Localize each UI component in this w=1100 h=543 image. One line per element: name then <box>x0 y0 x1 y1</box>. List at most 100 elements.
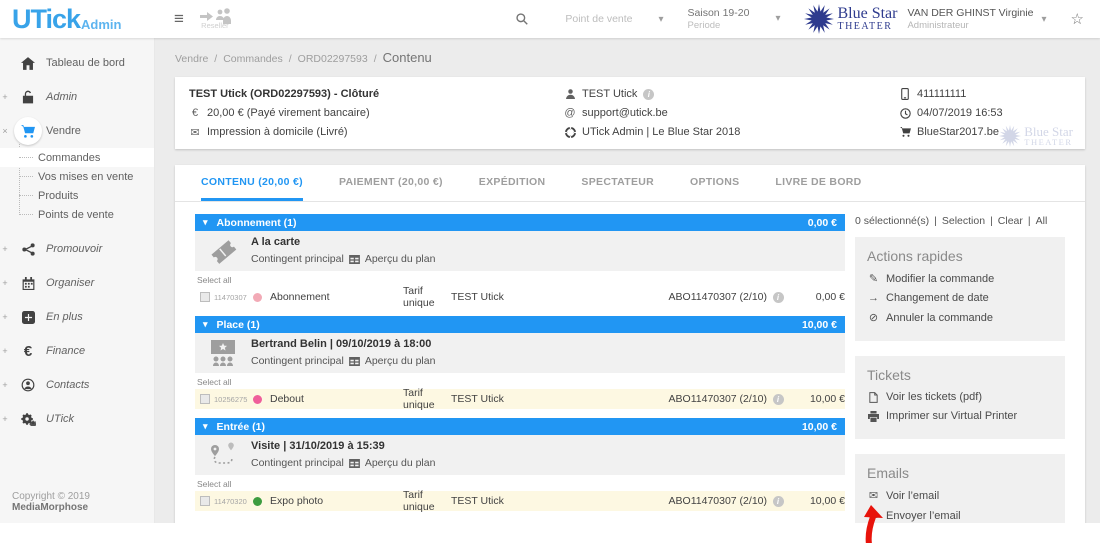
lock-icon <box>10 90 46 104</box>
point-of-sale-dropdown[interactable]: Point de vente ▾ <box>565 13 663 25</box>
panel-title: Actions rapides <box>867 248 963 264</box>
sidebar-item-commandes[interactable]: Commandes <box>0 148 154 167</box>
plus-square-icon <box>10 310 46 324</box>
ticket-name: Abonnement <box>270 291 330 303</box>
breadcrumb-commandes[interactable]: Commandes <box>223 53 283 65</box>
info-icon[interactable]: i <box>772 393 784 405</box>
plan-preview-link[interactable]: Aperçu du plan <box>364 253 436 265</box>
plan-preview-link[interactable]: Aperçu du plan <box>364 457 436 469</box>
clear-link[interactable]: Clear <box>997 215 1023 227</box>
breadcrumb-vendre[interactable]: Vendre <box>175 53 209 65</box>
route-map-icon <box>195 440 251 469</box>
panel-tickets: Tickets Voir les tickets (pdf) <box>855 356 1065 439</box>
expander-close[interactable]: × <box>2 126 8 136</box>
seatmap-grid-icon <box>348 356 360 366</box>
starburst-icon <box>999 125 1022 147</box>
virtual-printer-link[interactable]: Imprimer sur Virtual Printer <box>867 410 1053 422</box>
tab-livre-de-bord[interactable]: LIVRE DE BORD <box>775 175 862 188</box>
point-of-sale-label: Point de vente <box>565 13 633 25</box>
sidebar-item-promouvoir[interactable]: + Promouvoir <box>2 242 103 256</box>
selection-bar: 0 sélectionné(s) | Selection | Clear | A… <box>855 215 1048 227</box>
sidebar-item-utick[interactable]: + UTick <box>0 402 154 436</box>
select-all-label[interactable]: Select all <box>197 377 232 387</box>
order-datetime: 04/07/2019 16:53 <box>899 105 1071 121</box>
selection-count: 0 sélectionné(s) <box>855 215 930 227</box>
section-title: Abonnement (1) <box>216 216 297 229</box>
event-row: Bertrand Belin | 09/10/2019 à 18:00 Cont… <box>195 333 845 373</box>
sidebar-item-tableau-de-bord[interactable]: Tableau de bord <box>0 46 154 80</box>
reseller-label: Reseller <box>201 21 229 30</box>
send-email-link[interactable]: ✉ Envoyer l’email <box>867 509 1053 523</box>
ticket-price: 0,00 € <box>815 291 845 303</box>
info-icon[interactable]: i <box>772 291 784 303</box>
ticket-code: ABO11470307 (2/10) <box>668 495 767 507</box>
panel-actions-rapides: Actions rapides ✎ Modifier la commande →… <box>855 237 1065 341</box>
copyright-text: Copyright © 2019 MediaMorphose <box>12 491 90 513</box>
view-tickets-pdf-link[interactable]: Voir les tickets (pdf) <box>867 391 1053 403</box>
tab-expedition[interactable]: EXPÉDITION <box>478 175 546 188</box>
envelope-icon: ✉ <box>190 126 200 139</box>
user-menu[interactable]: VAN DER GHINST Virginie Administrateur <box>907 7 1033 32</box>
vendre-submenu: Commandes Vos mises en vente Produits Po… <box>0 144 154 224</box>
section-title: Entrée (1) <box>216 420 265 433</box>
tab-paiement[interactable]: PAIEMENT (20,00 €) <box>338 175 443 188</box>
modify-order-link[interactable]: ✎ Modifier la commande <box>868 272 995 286</box>
season-dropdown[interactable]: Saison 19-20 Periode ▾ <box>688 7 781 31</box>
sidebar-item-en-plus[interactable]: + En plus <box>2 310 83 324</box>
section-header[interactable]: ▾ Abonnement (1) 0,00 € <box>195 214 845 231</box>
sidebar-item-organiser[interactable]: + Organiser <box>2 276 95 290</box>
share-icon <box>10 242 46 256</box>
phone-icon <box>899 88 911 100</box>
sidebar-item-vos-mises-en-vente[interactable]: Vos mises en vente <box>0 167 154 186</box>
ticket-row: 11470307 Abonnement Tarif unique TEST Ut… <box>195 285 845 309</box>
sidebar-item-admin[interactable]: + Admin <box>0 80 154 114</box>
breadcrumb-order-id[interactable]: ORD02297593 <box>297 53 368 65</box>
reseller-button[interactable]: Reseller <box>198 8 232 30</box>
org-watermark: Blue Star THEATER <box>999 125 1073 147</box>
ticket-tarif: Tarif unique <box>403 387 435 411</box>
plan-preview-link[interactable]: Aperçu du plan <box>364 355 436 367</box>
menu-icon[interactable]: ≡ <box>174 9 184 28</box>
tab-contenu[interactable]: CONTENU (20,00 €) <box>201 165 303 201</box>
event-title: A la carte <box>251 236 301 248</box>
section-header[interactable]: ▾ Entrée (1) 10,00 € <box>195 418 845 435</box>
sidebar-item-contacts[interactable]: + Contacts <box>2 378 90 392</box>
view-email-link[interactable]: ✉ Voir l’email <box>868 489 940 503</box>
chevron-down-icon: ▾ <box>658 13 664 25</box>
sidebar-item-points-de-vente[interactable]: Points de vente <box>0 205 154 224</box>
all-link[interactable]: All <box>1035 215 1048 227</box>
selection-link[interactable]: Selection <box>941 215 986 227</box>
row-id: 11470320 <box>214 496 247 506</box>
app-logo[interactable]: UTick Admin <box>0 3 168 34</box>
change-date-link[interactable]: → Changement de date <box>868 292 989 304</box>
sidebar-item-produits[interactable]: Produits <box>0 186 154 205</box>
main-content: Vendre / Commandes / ORD02297593 / Conte… <box>155 38 1100 523</box>
row-checkbox[interactable] <box>200 292 210 302</box>
order-email: @ support@utick.be <box>564 107 668 119</box>
chevron-down-icon[interactable]: ▾ <box>1041 13 1047 25</box>
tab-options[interactable]: OPTIONS <box>690 175 740 188</box>
row-checkbox[interactable] <box>200 496 210 506</box>
info-icon[interactable]: i <box>772 495 784 507</box>
cancel-order-link[interactable]: ⊘ Annuler la commande <box>868 311 994 325</box>
sidebar-item-finance[interactable]: + € Finance <box>2 342 86 360</box>
user-role: Administrateur <box>907 19 969 31</box>
tab-bar: CONTENU (20,00 €) PAIEMENT (20,00 €) EXP… <box>175 165 1085 202</box>
select-all-label[interactable]: Select all <box>197 275 232 285</box>
person-circle-icon <box>10 378 46 392</box>
logo-brand-text: UTick <box>12 3 81 34</box>
section-title: Place (1) <box>216 318 260 331</box>
sidebar-item-vendre[interactable]: × Vendre <box>0 114 154 148</box>
chevron-down-icon: ▾ <box>203 217 208 227</box>
expander-plus[interactable]: + <box>2 92 8 102</box>
side-actions-column: 0 sélectionné(s) | Selection | Clear | A… <box>845 214 1065 523</box>
logo-suffix-text: Admin <box>81 16 122 32</box>
select-all-label[interactable]: Select all <box>197 479 232 489</box>
section-header[interactable]: ▾ Place (1) 10,00 € <box>195 316 845 333</box>
info-icon[interactable]: i <box>643 88 655 100</box>
row-checkbox[interactable] <box>200 394 210 404</box>
favorite-star-icon[interactable]: ☆ <box>1070 11 1084 28</box>
tab-spectateur[interactable]: SPECTATEUR <box>581 175 655 188</box>
search-icon[interactable] <box>515 12 529 26</box>
